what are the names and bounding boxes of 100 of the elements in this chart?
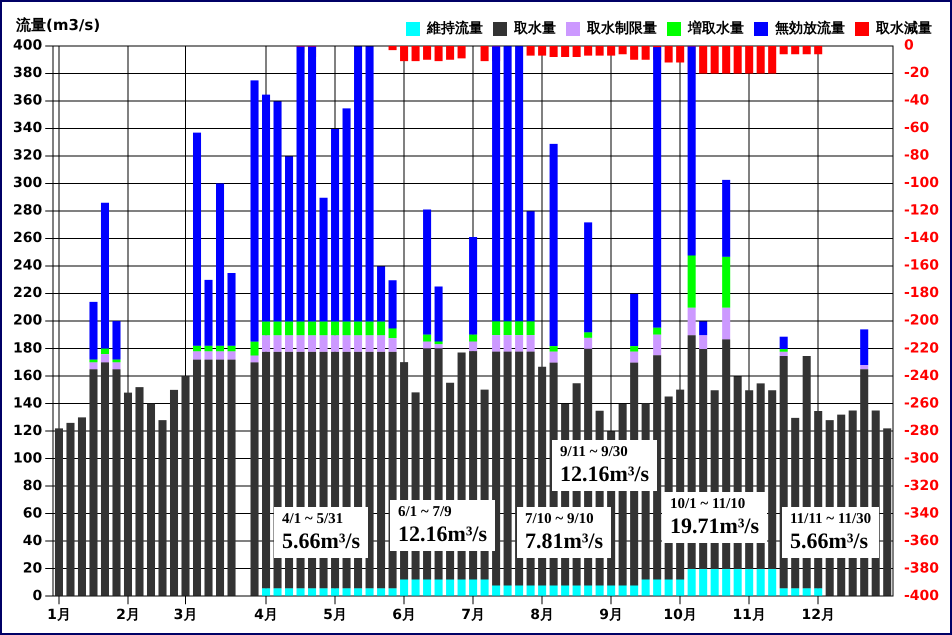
bar [89,302,98,360]
bar [504,335,512,352]
bar [216,346,224,352]
y2-tick-label: -80 [904,148,930,164]
bar [192,360,202,596]
bar [526,585,535,596]
bar [89,369,98,596]
bar [388,280,397,328]
bar [354,588,362,596]
bar [296,322,305,336]
bar [124,392,132,596]
bar [54,428,63,596]
bar [550,585,558,596]
bar [492,352,500,586]
bar [192,351,202,360]
y-tick-label: 240 [12,258,42,274]
bar [285,335,294,352]
bar [722,180,730,257]
y2-tick-label: -180 [904,285,940,302]
bar [756,569,765,596]
bar [342,588,351,596]
bar [584,585,592,596]
bar [308,46,316,322]
bar [504,585,512,596]
bar [699,335,708,350]
bar [285,322,294,336]
y-tick-label: 360 [12,92,42,109]
bar [688,308,696,336]
bar [768,390,776,570]
bar [780,349,788,352]
bar [274,588,282,596]
y2-tick-label: -380 [904,560,940,576]
bar [664,579,673,596]
bar [653,334,662,356]
bar [860,365,868,370]
bar [262,352,270,588]
bar [112,321,121,360]
bar [607,585,616,596]
bar [676,579,684,596]
bar [526,335,535,352]
bar [699,569,708,596]
bar [342,322,351,336]
bar [504,321,512,336]
y-tick-label: 160 [12,368,42,384]
bar [285,588,294,596]
x-tick-label: 5月 [323,607,347,624]
bar [112,360,121,362]
bar [618,585,627,596]
bar [423,342,432,348]
y2-tick-label: -280 [904,422,940,439]
bar [653,579,662,596]
bar [285,156,294,322]
bar [181,376,190,596]
y2-tick-label: -140 [904,230,940,246]
annotation: 9/11 ~ 9/30 12.16m³/s [560,444,650,487]
bar [228,351,236,360]
x-tick-label: 4月 [254,607,278,624]
bar [274,322,282,336]
y2-tick-label: -20 [904,65,930,82]
bar [388,328,397,338]
bar [446,579,454,596]
bar [492,335,500,352]
bar [469,334,478,342]
bar [274,335,282,352]
y-tick-label: 200 [12,312,42,329]
bar [434,344,443,348]
bar [515,321,524,336]
bar [630,585,638,596]
bar [112,362,121,370]
bar [492,46,500,322]
y-tick-label: 380 [12,65,42,82]
bar [331,322,340,336]
bar [250,362,259,596]
y-tick-label: 140 [12,395,42,412]
bar [722,256,730,308]
bar [434,579,443,596]
bar [366,322,374,336]
annotation: 11/11 ~ 11/30 5.66m³/s [790,511,872,554]
bar [331,129,340,322]
bar [331,335,340,352]
bar [377,352,386,588]
legend-label: 維持流量 [426,20,483,37]
bar [768,569,776,596]
bar [653,47,662,328]
bar [745,569,754,596]
bar [710,569,719,596]
bar [492,321,500,336]
bar [526,211,535,322]
bar [388,588,397,596]
bar [469,579,478,596]
y2-tick-label: -400 [904,588,940,604]
x-tick-label: 3月 [174,607,198,624]
bar [366,335,374,352]
bar [423,334,432,342]
bar [216,351,224,360]
bar [561,585,570,596]
y-tick-label: 40 [22,532,42,549]
bar [135,387,144,596]
bar [216,184,224,346]
bar [584,338,592,349]
